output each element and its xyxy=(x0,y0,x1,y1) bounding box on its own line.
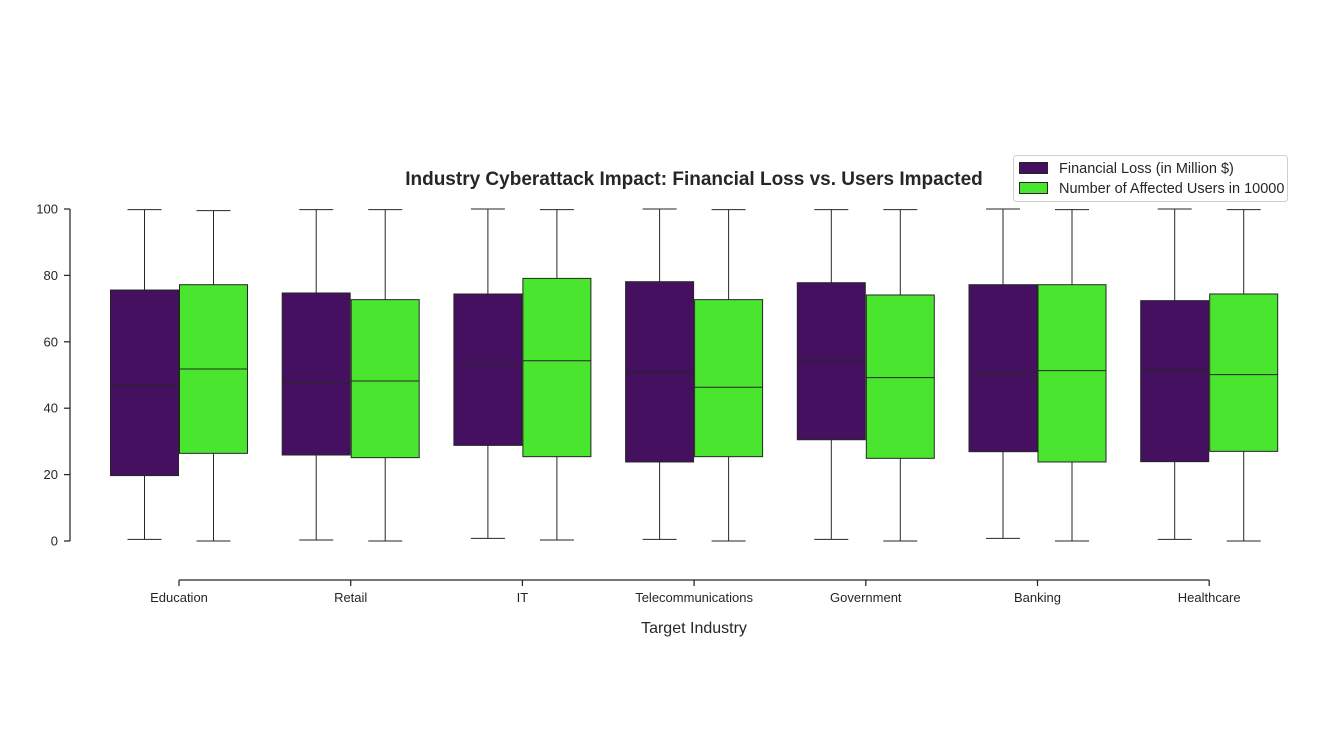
x-tick-label-education: Education xyxy=(150,590,208,605)
box-financial-loss-government xyxy=(796,209,866,540)
x-tick-label-government: Government xyxy=(830,590,902,605)
x-tick-label-healthcare: Healthcare xyxy=(1178,590,1241,605)
iqr-box xyxy=(453,293,523,446)
box-affected-users-retail xyxy=(350,209,420,542)
x-tick-label-banking: Banking xyxy=(1014,590,1061,605)
box-financial-loss-banking xyxy=(968,208,1038,539)
iqr-box xyxy=(1140,300,1210,463)
iqr-box xyxy=(110,289,179,477)
x-tick-label-retail: Retail xyxy=(334,590,367,605)
box-affected-users-telecommunications xyxy=(694,209,764,542)
iqr-box xyxy=(1037,284,1107,463)
box-affected-users-healthcare xyxy=(1209,209,1279,542)
box-financial-loss-telecommunications xyxy=(625,208,695,540)
box-affected-users-it xyxy=(522,209,592,541)
x-tick-label-it: IT xyxy=(517,590,529,605)
x-tick-label-telecommunications: Telecommunications xyxy=(635,590,753,605)
y-axis: 0 20 40 60 80 100 xyxy=(36,202,71,549)
y-tick-label-80: 80 xyxy=(44,268,58,283)
iqr-box xyxy=(694,299,764,458)
legend-frame xyxy=(1013,155,1288,202)
box-affected-users-education xyxy=(179,210,248,542)
legend: Financial Loss (in Million $) Number of … xyxy=(1013,155,1288,202)
box-financial-loss-retail xyxy=(281,209,351,541)
legend-swatch-affected-users xyxy=(1019,182,1048,194)
iqr-box xyxy=(968,284,1038,453)
box-financial-loss-it xyxy=(453,208,523,539)
y-tick-label-0: 0 xyxy=(51,534,58,549)
legend-label-financial-loss: Financial Loss (in Million $) xyxy=(1059,161,1234,177)
iqr-box xyxy=(350,299,420,459)
box-affected-users-banking xyxy=(1037,209,1107,542)
box-financial-loss-education xyxy=(110,209,179,540)
y-tick-label-60: 60 xyxy=(44,334,58,349)
y-tick-label-100: 100 xyxy=(36,202,58,217)
iqr-box xyxy=(281,292,351,456)
x-axis-label: Target Industry xyxy=(641,620,747,637)
legend-swatch-financial-loss xyxy=(1019,162,1048,174)
iqr-box xyxy=(522,277,592,458)
iqr-box xyxy=(1209,293,1279,452)
legend-label-affected-users: Number of Affected Users in 10000 xyxy=(1059,181,1284,197)
box-financial-loss-healthcare xyxy=(1140,208,1210,540)
box-affected-users-government xyxy=(865,209,935,542)
y-tick-label-20: 20 xyxy=(44,467,58,482)
x-axis: Education Retail IT Telecommunications Gover… xyxy=(150,579,1241,605)
box-series xyxy=(110,208,1279,542)
iqr-box xyxy=(865,294,935,459)
chart-title: Industry Cyberattack Impact: Financial L… xyxy=(405,169,983,190)
y-tick-label-40: 40 xyxy=(44,401,58,416)
